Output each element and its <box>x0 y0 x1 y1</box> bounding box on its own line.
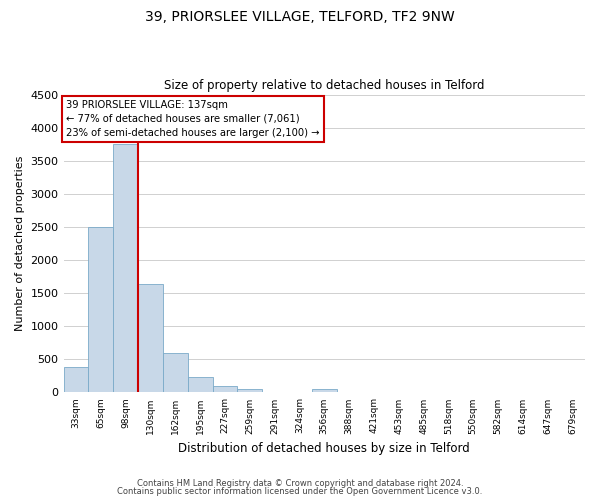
Text: Contains public sector information licensed under the Open Government Licence v3: Contains public sector information licen… <box>118 487 482 496</box>
Bar <box>113 144 138 392</box>
Bar <box>138 284 163 393</box>
Bar <box>64 368 88 392</box>
Text: Contains HM Land Registry data © Crown copyright and database right 2024.: Contains HM Land Registry data © Crown c… <box>137 478 463 488</box>
Text: 39, PRIORSLEE VILLAGE, TELFORD, TF2 9NW: 39, PRIORSLEE VILLAGE, TELFORD, TF2 9NW <box>145 10 455 24</box>
Bar <box>238 389 262 392</box>
Y-axis label: Number of detached properties: Number of detached properties <box>15 156 25 331</box>
X-axis label: Distribution of detached houses by size in Telford: Distribution of detached houses by size … <box>178 442 470 455</box>
Bar <box>188 376 212 392</box>
Text: 39 PRIORSLEE VILLAGE: 137sqm
← 77% of detached houses are smaller (7,061)
23% of: 39 PRIORSLEE VILLAGE: 137sqm ← 77% of de… <box>66 100 320 138</box>
Bar <box>312 389 337 392</box>
Bar <box>88 227 113 392</box>
Bar <box>163 352 188 393</box>
Bar <box>212 386 238 392</box>
Title: Size of property relative to detached houses in Telford: Size of property relative to detached ho… <box>164 79 485 92</box>
